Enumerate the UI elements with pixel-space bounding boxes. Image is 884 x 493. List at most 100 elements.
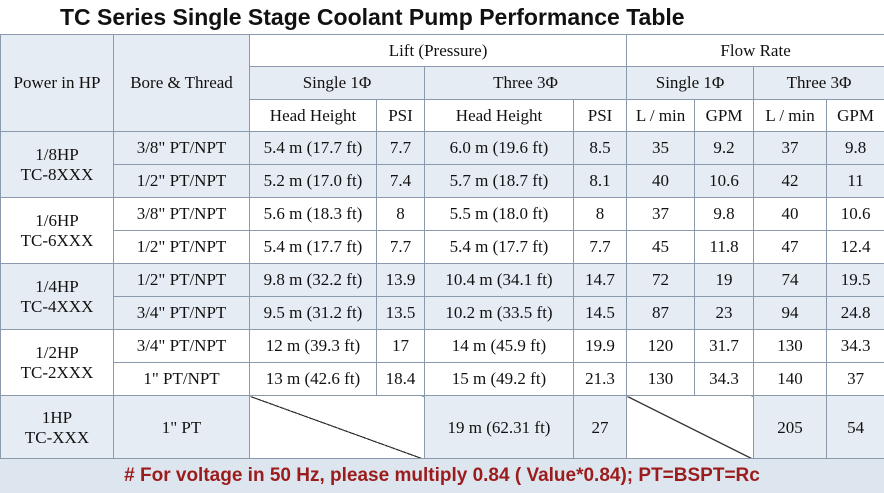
single-lmin-cell: 35 (626, 131, 696, 165)
model-label: TC-XXX (24, 427, 90, 447)
bore-cell: 1" PT (113, 395, 250, 460)
three-lmin-cell: 42 (753, 164, 828, 198)
header-single-psi: PSI (376, 99, 425, 132)
power-cell: 1/8HP TC-8XXX (0, 131, 114, 198)
bore-cell: 3/8" PT/NPT (113, 131, 250, 165)
three-lmin-cell: 47 (753, 230, 828, 264)
bore-cell: 1" PT/NPT (113, 362, 250, 396)
single-lmin-cell: 37 (626, 197, 696, 231)
three-head-cell: 6.0 m (19.6 ft) (424, 131, 574, 165)
three-head-cell: 5.5 m (18.0 ft) (424, 197, 574, 231)
three-psi-cell: 27 (572, 395, 628, 460)
three-gpm-cell: 12.4 (826, 230, 884, 264)
single-head-cell: 13 m (42.6 ft) (249, 362, 377, 396)
bore-cell: 1/2" PT/NPT (113, 230, 250, 264)
bore-cell: 1/2" PT/NPT (113, 164, 250, 198)
three-gpm-cell: 9.8 (826, 131, 884, 165)
model-label: TC-4XXX (20, 296, 94, 316)
header-lift: Lift (Pressure) (248, 34, 628, 67)
power-cell: 1/6HP TC-6XXX (0, 197, 114, 264)
bore-cell: 3/8" PT/NPT (113, 197, 250, 231)
three-gpm-cell: 11 (826, 164, 884, 198)
single-gpm-cell: 23 (694, 296, 755, 330)
three-gpm-cell: 10.6 (826, 197, 884, 231)
three-lmin-cell: 40 (753, 197, 828, 231)
header-three-gpm: GPM (826, 99, 884, 132)
power-label: 1/6HP (35, 210, 79, 230)
three-lmin-cell: 37 (753, 131, 828, 165)
three-gpm-cell: 54 (826, 395, 884, 460)
three-gpm-cell: 37 (826, 362, 884, 396)
single-psi-cell: 7.4 (376, 164, 425, 198)
header-bore: Bore & Thread (113, 34, 250, 132)
three-head-cell: 10.4 m (34.1 ft) (424, 263, 574, 297)
header-flow-three: Three 3Φ (753, 66, 884, 100)
header-three-lmin: L / min (753, 99, 828, 132)
single-head-cell: 5.6 m (18.3 ft) (249, 197, 377, 231)
header-flow-single: Single 1Φ (626, 66, 755, 100)
three-psi-cell: 7.7 (572, 230, 628, 264)
power-cell: 1HP TC-XXX (0, 395, 114, 460)
single-psi-cell: 17 (376, 329, 425, 363)
three-head-cell: 10.2 m (33.5 ft) (424, 296, 574, 330)
three-psi-cell: 21.3 (572, 362, 628, 396)
three-psi-cell: 8.1 (572, 164, 628, 198)
single-lmin-cell: 130 (626, 362, 696, 396)
three-head-cell: 15 m (49.2 ft) (424, 362, 574, 396)
single-psi-cell: 7.7 (376, 131, 425, 165)
three-lmin-cell: 74 (753, 263, 828, 297)
model-label: TC-6XXX (20, 230, 94, 250)
bore-cell: 1/2" PT/NPT (113, 263, 250, 297)
single-head-cell: 5.4 m (17.7 ft) (249, 230, 377, 264)
power-label: 1/4HP (35, 276, 79, 296)
single-lmin-cell: 120 (626, 329, 696, 363)
page-title: TC Series Single Stage Coolant Pump Perf… (0, 0, 884, 34)
header-lift-three: Three 3Φ (423, 66, 628, 100)
single-lmin-cell: 87 (626, 296, 696, 330)
single-gpm-cell: 11.8 (694, 230, 755, 264)
single-psi-cell: 13.9 (376, 263, 425, 297)
single-gpm-cell: 9.8 (694, 197, 755, 231)
power-cell: 1/2HP TC-2XXX (0, 329, 114, 396)
single-psi-cell: 18.4 (376, 362, 425, 396)
header-power: Power in HP (0, 34, 114, 132)
bore-cell: 3/4" PT/NPT (113, 329, 250, 363)
header-flow: Flow Rate (626, 34, 884, 67)
header-single-head: Head Height (249, 99, 377, 132)
single-gpm-cell: 34.3 (694, 362, 755, 396)
three-head-cell: 19 m (62.31 ft) (424, 395, 574, 460)
bore-cell: 3/4" PT/NPT (113, 296, 250, 330)
model-label: TC-2XXX (20, 362, 94, 382)
three-psi-cell: 14.7 (572, 263, 628, 297)
single-gpm-cell: 19 (694, 263, 755, 297)
power-cell: 1/4HP TC-4XXX (0, 263, 114, 330)
single-lift-na-cell (249, 395, 425, 460)
single-flow-na-cell (626, 395, 755, 460)
power-label: 1/2HP (35, 342, 79, 362)
three-psi-cell: 8 (572, 197, 628, 231)
single-lmin-cell: 72 (626, 263, 696, 297)
single-head-cell: 5.4 m (17.7 ft) (249, 131, 377, 165)
header-three-psi: PSI (572, 99, 628, 132)
three-psi-cell: 8.5 (572, 131, 628, 165)
single-lmin-cell: 45 (626, 230, 696, 264)
three-psi-cell: 14.5 (572, 296, 628, 330)
power-label: 1HP (41, 407, 73, 427)
three-head-cell: 14 m (45.9 ft) (424, 329, 574, 363)
three-lmin-cell: 205 (753, 395, 828, 460)
single-lmin-cell: 40 (626, 164, 696, 198)
header-single-gpm: GPM (694, 99, 755, 132)
three-gpm-cell: 24.8 (826, 296, 884, 330)
single-head-cell: 12 m (39.3 ft) (249, 329, 377, 363)
single-psi-cell: 13.5 (376, 296, 425, 330)
header-single-lmin: L / min (626, 99, 696, 132)
single-psi-cell: 8 (376, 197, 425, 231)
model-label: TC-8XXX (20, 164, 94, 184)
three-gpm-cell: 34.3 (826, 329, 884, 363)
single-head-cell: 9.8 m (32.2 ft) (249, 263, 377, 297)
single-gpm-cell: 10.6 (694, 164, 755, 198)
three-psi-cell: 19.9 (572, 329, 628, 363)
header-lift-single: Single 1Φ (249, 66, 425, 100)
three-head-cell: 5.7 m (18.7 ft) (424, 164, 574, 198)
